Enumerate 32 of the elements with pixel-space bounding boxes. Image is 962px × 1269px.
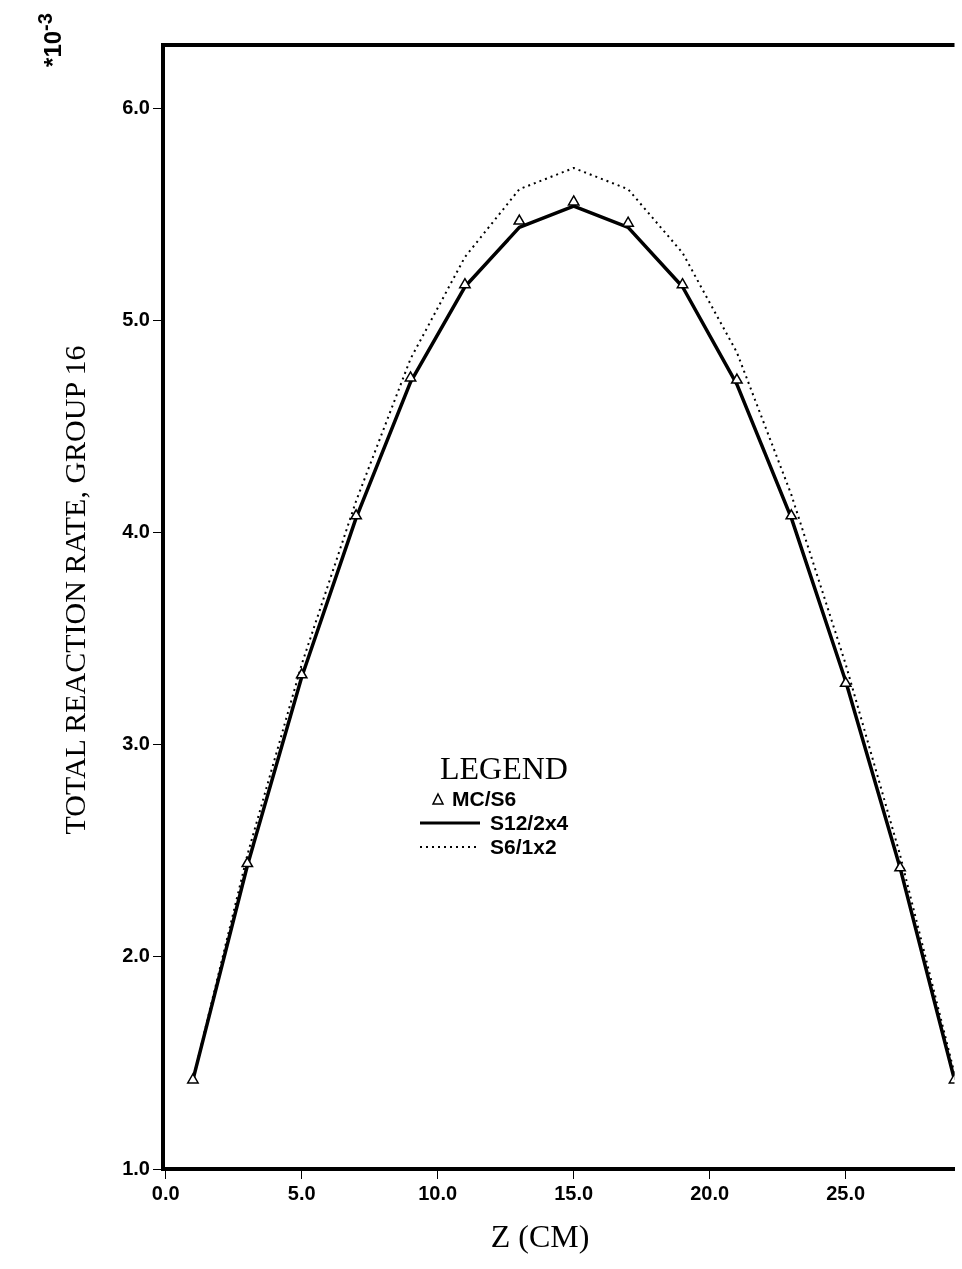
x-tick-label: 0.0 [151,1181,180,1204]
legend-label: S6/1x2 [490,835,557,859]
point [458,277,471,289]
point [894,861,907,872]
point [839,676,852,688]
legend-label: MC/S6 [452,787,517,811]
point [622,216,635,227]
point [186,1073,199,1084]
y-tick-label: 4.0 [122,520,150,543]
point [241,856,254,868]
point [567,195,580,206]
point [350,509,363,520]
y-tick-label: 6.0 [122,96,150,119]
x-tick-label: 25.0 [826,1181,866,1204]
y-tick-label: 3.0 [122,732,150,755]
y-axis-title: TOTAL REACTION RATE, GROUP 16 [58,345,92,835]
point [513,214,526,225]
y-tick-label: 1.0 [122,1156,150,1179]
point [785,509,798,520]
x-tick-label: 10.0 [418,1181,458,1204]
x-axis-title: Z (CM) [490,1218,590,1255]
point [730,373,743,384]
point [676,277,689,289]
x-tick-label: 15.0 [554,1181,594,1204]
legend-label: S12/2x4 [490,811,569,835]
y-tick-label: 5.0 [122,308,150,331]
point [295,668,308,679]
x-tick-label: 5.0 [287,1181,316,1204]
point [404,371,417,382]
y-tick-label: 2.0 [122,944,150,967]
x-tick-label: 20.0 [690,1181,730,1204]
legend-title: LEGEND [440,750,569,787]
